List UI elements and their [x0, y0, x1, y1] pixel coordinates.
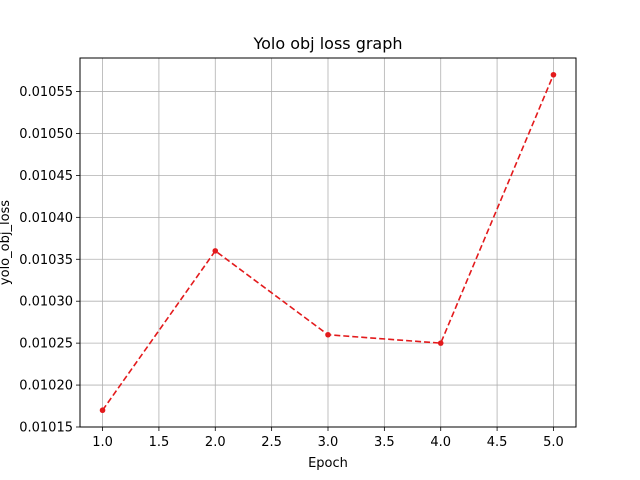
y-axis-label: yolo_obj_loss	[0, 200, 13, 285]
data-point	[550, 71, 557, 78]
grid	[80, 58, 576, 428]
x-tick-label: 3.0	[318, 435, 339, 450]
x-tick-label: 5.0	[543, 435, 564, 450]
x-tick-label: 3.5	[374, 435, 395, 450]
data-point	[437, 340, 444, 346]
data-point	[99, 407, 106, 414]
y-tick-label: 0.01040	[19, 211, 73, 226]
y-tick-label: 0.01035	[19, 253, 73, 268]
y-tick-label: 0.01050	[19, 127, 73, 142]
x-axis-label: Epoch	[308, 456, 348, 471]
x-tick-label: 4.0	[430, 435, 451, 450]
series-0	[99, 71, 557, 414]
y-tick-label: 0.01020	[19, 379, 73, 394]
x-tick-label: 1.0	[92, 435, 113, 450]
x-tick-label: 4.5	[487, 435, 508, 450]
x-tick-label: 2.5	[261, 435, 282, 450]
data-point	[212, 248, 219, 254]
y-tick-label: 0.01045	[19, 169, 73, 184]
series-layer	[99, 71, 557, 414]
y-tick-label: 0.01030	[19, 295, 73, 310]
plot-area-frame	[79, 57, 577, 428]
y-tick-label: 0.01025	[19, 337, 73, 352]
x-tick-label: 1.5	[149, 435, 170, 450]
y-tick-label: 0.01055	[19, 85, 73, 100]
x-tick-label: 2.0	[205, 435, 226, 450]
ticks: 1.0 1.5 2.0 2.5 3.0 3.5 4.0 4.5 5.0 0.01015 0.0102…	[19, 85, 564, 450]
y-tick-label: 0.01015	[19, 421, 73, 436]
chart-title: Yolo obj loss graph	[252, 34, 402, 53]
data-point	[325, 331, 331, 338]
